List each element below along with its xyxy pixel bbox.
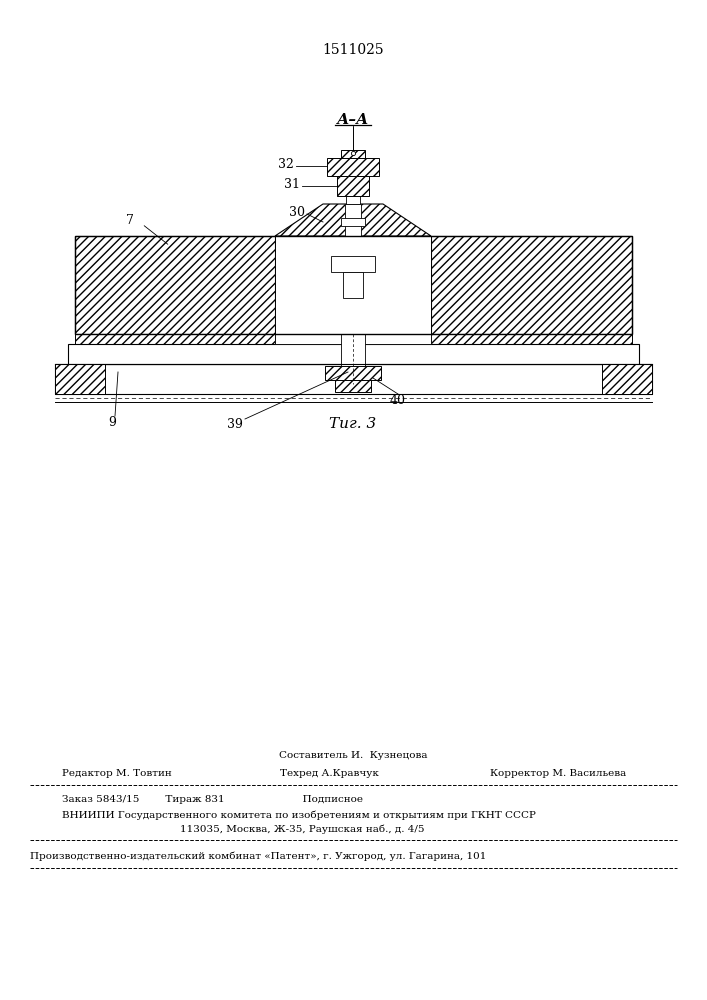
Bar <box>337 176 369 196</box>
Text: 31: 31 <box>284 178 300 190</box>
Bar <box>345 204 361 236</box>
Bar <box>343 272 363 298</box>
Text: Техред А.Кравчук: Техред А.Кравчук <box>280 768 379 778</box>
Text: 9: 9 <box>108 416 116 428</box>
Bar <box>331 256 375 272</box>
Text: 113035, Москва, Ж-35, Раушская наб., д. 4/5: 113035, Москва, Ж-35, Раушская наб., д. … <box>180 824 424 834</box>
Text: Заказ 5843/15        Тираж 831                        Подписное: Заказ 5843/15 Тираж 831 Подписное <box>62 796 363 804</box>
Bar <box>275 334 431 344</box>
Text: Производственно-издательский комбинат «Патент», г. Ужгород, ул. Гагарина, 101: Производственно-издательский комбинат «П… <box>30 851 486 861</box>
Polygon shape <box>431 236 632 334</box>
Bar <box>75 236 632 334</box>
Polygon shape <box>275 204 431 236</box>
Text: 1511025: 1511025 <box>322 43 384 57</box>
Bar <box>346 196 360 204</box>
Text: Редактор М. Товтин: Редактор М. Товтин <box>62 768 172 778</box>
Bar <box>55 364 652 394</box>
Text: 7: 7 <box>126 215 134 228</box>
Text: 39: 39 <box>227 418 243 430</box>
Text: А–А: А–А <box>337 113 369 127</box>
Bar <box>335 366 371 392</box>
Bar <box>325 366 381 380</box>
Text: Составитель И.  Кузнецова: Составитель И. Кузнецова <box>279 750 427 760</box>
Text: 32: 32 <box>278 157 294 170</box>
Bar <box>275 236 431 334</box>
Bar <box>431 334 632 344</box>
Bar <box>75 334 275 344</box>
Text: Корректор М. Васильева: Корректор М. Васильева <box>490 768 626 778</box>
Bar <box>602 364 652 394</box>
Bar <box>341 218 365 226</box>
Text: 40: 40 <box>390 393 406 406</box>
Polygon shape <box>75 236 275 334</box>
Text: Τиг. 3: Τиг. 3 <box>329 417 377 431</box>
Bar <box>55 364 105 394</box>
Text: ВНИИПИ Государственного комитета по изобретениям и открытиям при ГКНТ СССР: ВНИИПИ Государственного комитета по изоб… <box>62 810 536 820</box>
Text: 30: 30 <box>289 206 305 219</box>
Bar <box>341 334 365 380</box>
Bar <box>327 158 379 176</box>
Bar <box>341 150 365 158</box>
Bar <box>68 344 639 364</box>
